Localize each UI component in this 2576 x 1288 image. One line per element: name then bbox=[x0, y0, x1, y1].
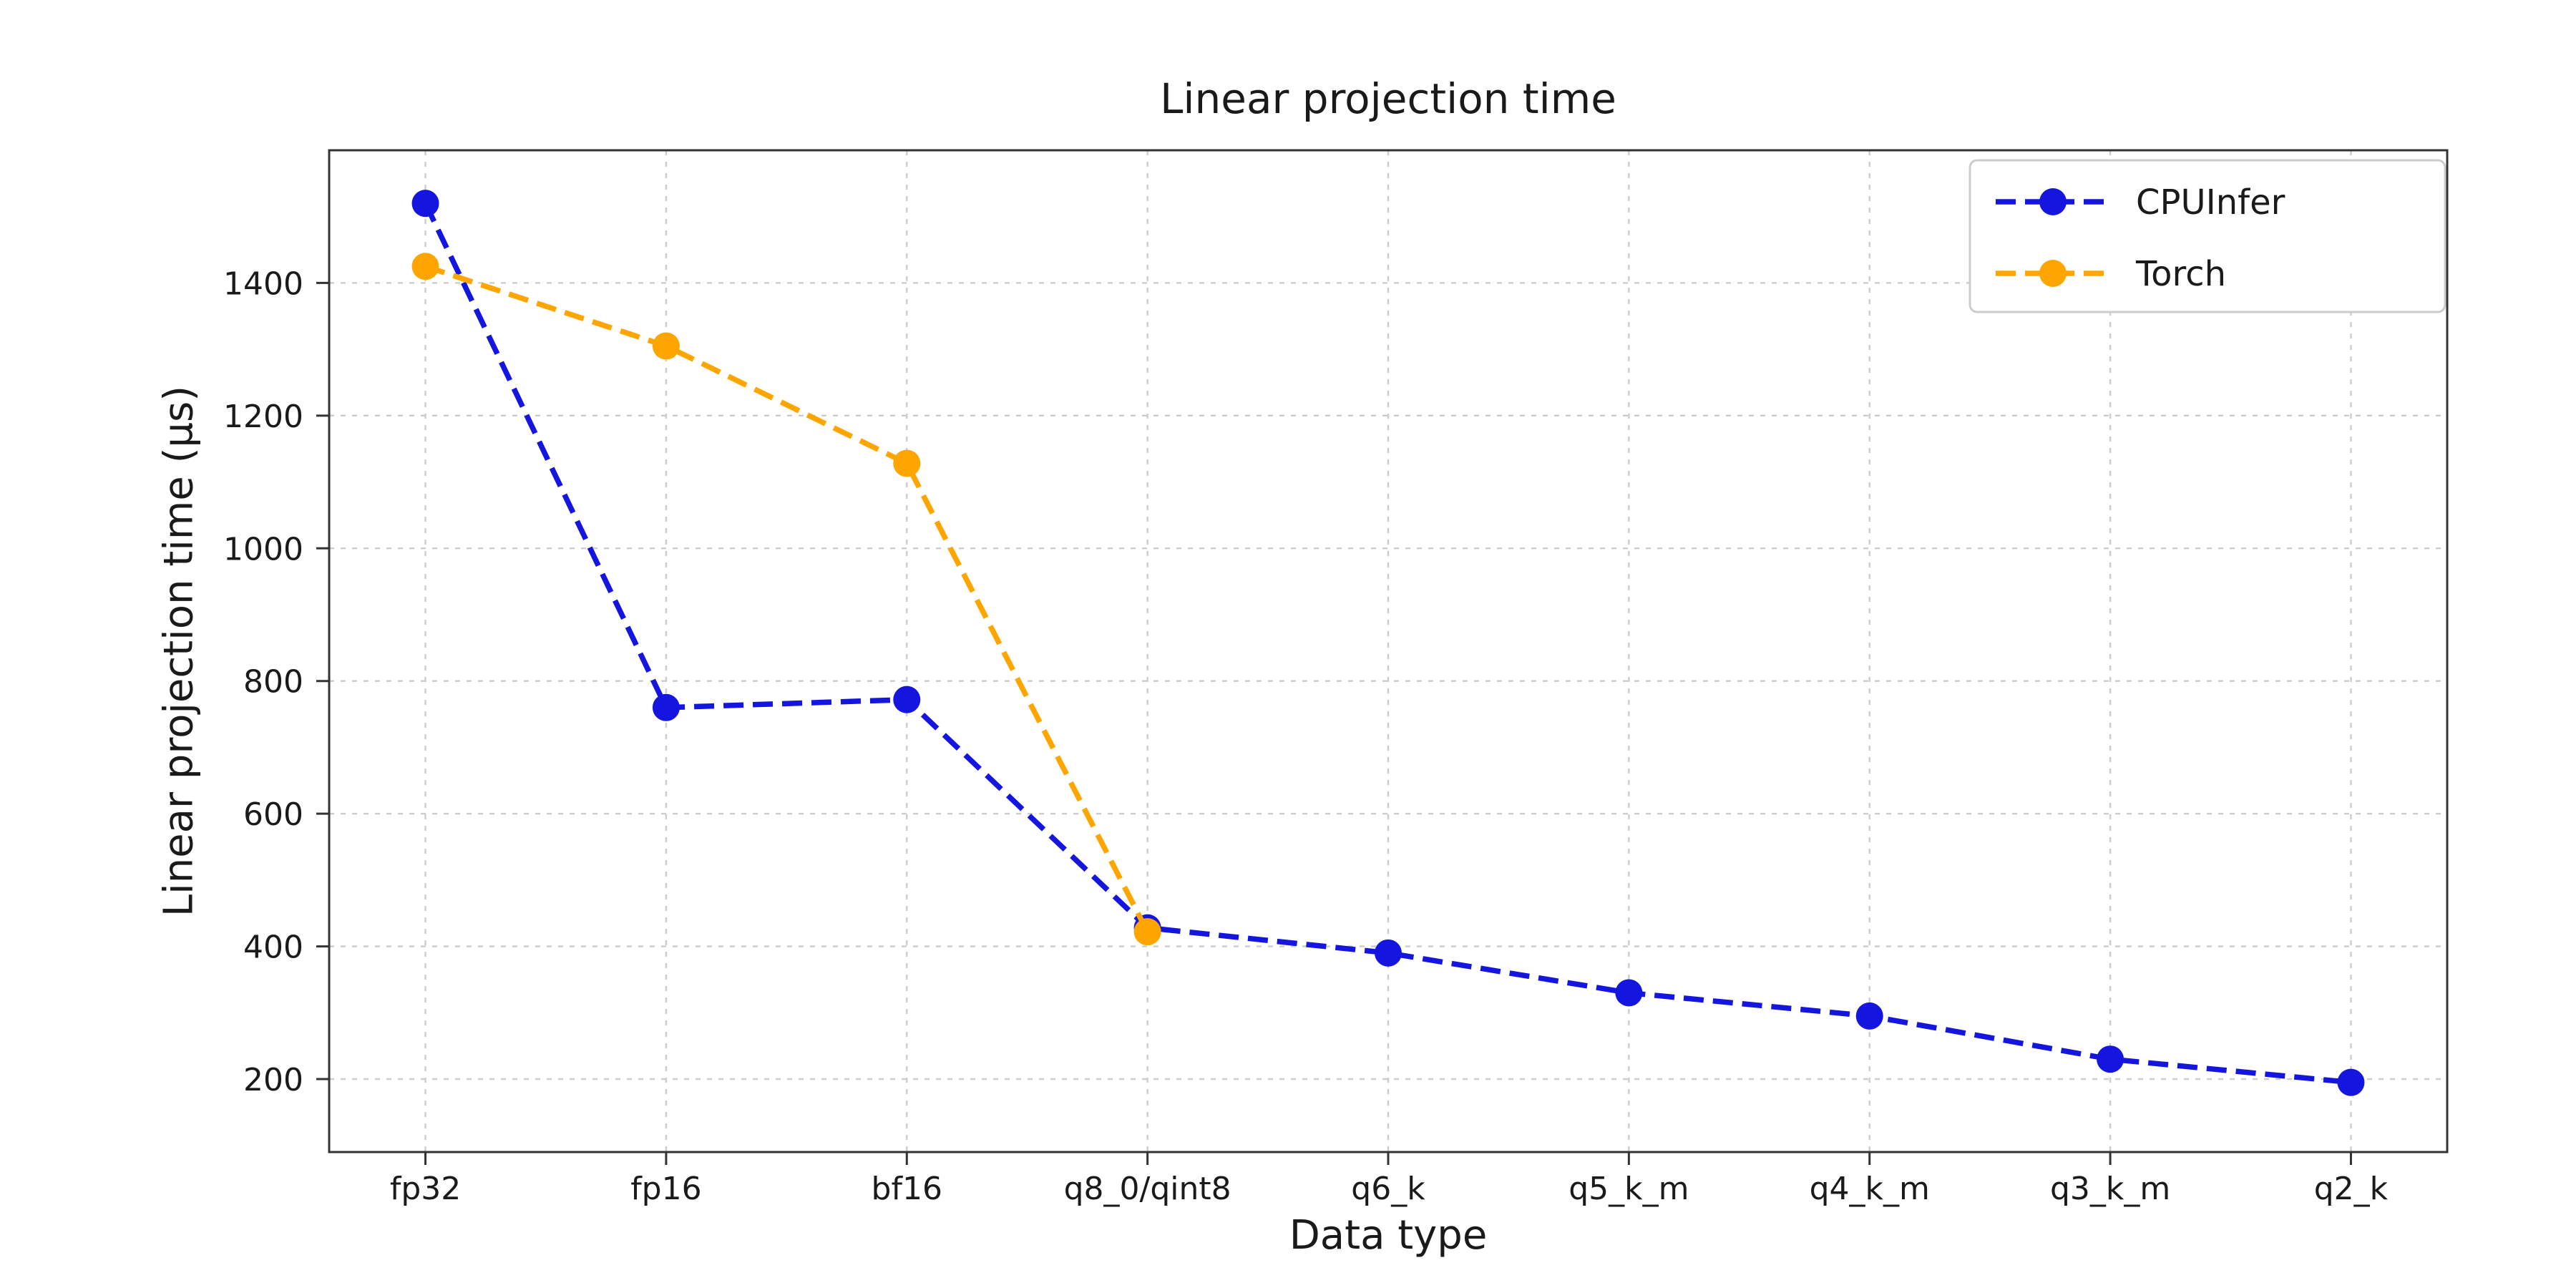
x-tick-label: fp16 bbox=[630, 1171, 701, 1207]
data-point bbox=[411, 253, 439, 280]
y-tick-label: 200 bbox=[243, 1062, 303, 1098]
chart-title: Linear projection time bbox=[1160, 74, 1616, 123]
y-axis-label: Linear projection time (µs) bbox=[155, 385, 203, 917]
y-tick-label: 1400 bbox=[223, 265, 303, 302]
legend-entry: Torch bbox=[1996, 254, 2226, 294]
data-point bbox=[2097, 1045, 2124, 1073]
y-tick-label: 400 bbox=[243, 930, 303, 966]
data-point bbox=[2337, 1068, 2365, 1096]
legend-entry: CPUInfer bbox=[1996, 182, 2285, 223]
x-tick-label: q2_k bbox=[2314, 1171, 2389, 1207]
data-point bbox=[652, 693, 680, 721]
x-tick-label: bf16 bbox=[872, 1171, 942, 1207]
data-point bbox=[1133, 918, 1161, 946]
x-tick-label: q8_0/qint8 bbox=[1064, 1171, 1231, 1207]
data-point bbox=[652, 332, 680, 360]
data-point bbox=[1855, 1002, 1883, 1030]
x-tick-label: q6_k bbox=[1351, 1171, 1425, 1207]
x-tick-label: q4_k_m bbox=[1810, 1171, 1930, 1207]
data-point bbox=[1375, 939, 1402, 967]
x-tick-label: fp32 bbox=[390, 1171, 461, 1207]
legend-label: CPUInfer bbox=[2136, 182, 2285, 223]
y-tick-label: 600 bbox=[243, 796, 303, 833]
x-axis-label: Data type bbox=[1289, 1212, 1488, 1259]
data-point bbox=[411, 190, 439, 218]
y-tick-label: 1000 bbox=[223, 531, 303, 567]
legend-marker bbox=[2039, 188, 2067, 215]
x-tick-label: q3_k_m bbox=[2050, 1171, 2170, 1207]
data-point bbox=[893, 449, 921, 477]
legend-label: Torch bbox=[2135, 254, 2226, 294]
y-tick-label: 800 bbox=[243, 664, 303, 701]
legend-marker bbox=[2039, 260, 2067, 287]
legend: CPUInfer Torch bbox=[1968, 159, 2446, 313]
x-tick-label: q5_k_m bbox=[1568, 1171, 1689, 1207]
series-line bbox=[424, 263, 1150, 933]
data-point bbox=[893, 686, 921, 713]
y-tick-label: 1200 bbox=[223, 399, 303, 435]
series-Torch bbox=[411, 253, 1161, 946]
data-point bbox=[1615, 979, 1643, 1007]
